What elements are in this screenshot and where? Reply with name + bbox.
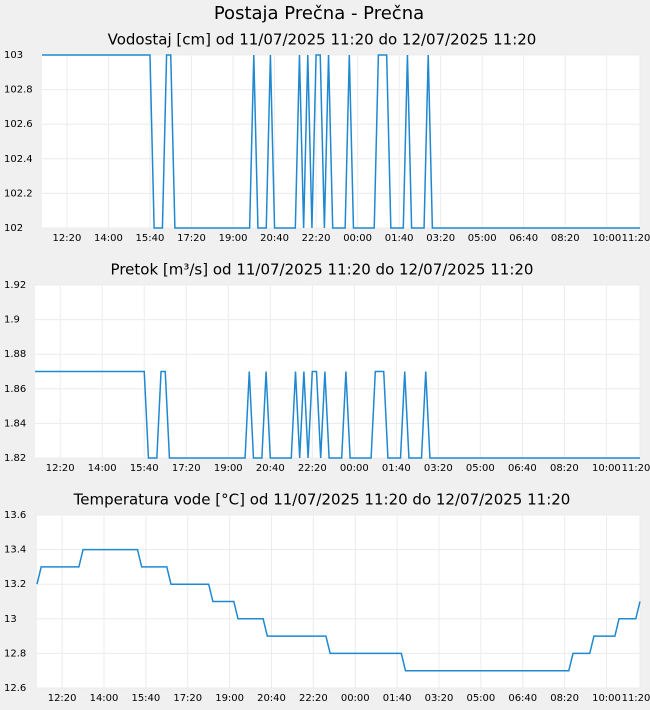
x-tick-label: 10:00 [592, 463, 621, 474]
y-tick-label: 1.86 [4, 384, 26, 395]
y-tick-label: 13.4 [4, 545, 26, 556]
y-tick-label: 1.82 [4, 453, 26, 464]
chart-title: Vodostaj [cm] od 11/07/2025 11:20 do 12/… [108, 31, 537, 49]
y-tick-label: 102.2 [4, 188, 33, 199]
x-tick-label: 10:00 [592, 233, 621, 244]
y-tick-label: 103 [4, 50, 23, 61]
x-tick-label: 14:00 [94, 233, 123, 244]
x-tick-label: 14:00 [88, 463, 117, 474]
x-tick-label: 11:20 [622, 463, 650, 474]
y-tick-label: 1.84 [4, 418, 26, 429]
x-tick-label: 12:20 [46, 463, 75, 474]
data-line [42, 54, 640, 229]
x-tick-label: 05:00 [466, 463, 495, 474]
x-tick-label: 01:40 [383, 693, 412, 704]
x-tick-label: 15:40 [130, 463, 159, 474]
y-tick-label: 13.6 [4, 510, 26, 521]
y-tick-label: 1.88 [4, 349, 26, 360]
data-line [35, 370, 640, 459]
x-tick-label: 22:20 [299, 693, 328, 704]
x-tick-label: 14:00 [90, 693, 119, 704]
x-tick-label: 17:20 [177, 233, 206, 244]
y-tick-label: 1.92 [4, 280, 26, 291]
x-tick-label: 01:40 [382, 463, 411, 474]
y-tick-label: 102 [4, 223, 23, 234]
x-tick-label: 00:00 [343, 233, 372, 244]
plot-area [37, 515, 640, 688]
x-tick-label: 10:00 [592, 693, 621, 704]
x-tick-label: 15:40 [136, 233, 165, 244]
x-tick-label: 17:20 [172, 463, 201, 474]
y-tick-label: 102.6 [4, 119, 33, 130]
x-tick-label: 20:40 [256, 463, 285, 474]
x-tick-label: 11:20 [622, 233, 650, 244]
y-tick-label: 1.9 [4, 315, 20, 326]
x-tick-label: 20:40 [257, 693, 286, 704]
y-tick-label: 102.4 [4, 154, 33, 165]
x-tick-label: 03:20 [424, 463, 453, 474]
y-tick-label: 12.6 [4, 683, 26, 694]
x-tick-label: 03:20 [426, 233, 455, 244]
x-tick-label: 08:20 [551, 233, 580, 244]
x-tick-label: 15:40 [131, 693, 160, 704]
x-tick-label: 00:00 [340, 463, 369, 474]
y-tick-label: 102.8 [4, 85, 33, 96]
y-tick-label: 13 [4, 614, 17, 625]
chart-title: Temperatura vode [°C] od 11/07/2025 11:2… [73, 491, 571, 509]
x-tick-label: 03:20 [425, 693, 454, 704]
x-tick-label: 00:00 [341, 693, 370, 704]
x-tick-label: 06:40 [509, 233, 538, 244]
x-tick-label: 06:40 [508, 693, 537, 704]
chart-title: Pretok [m³/s] od 11/07/2025 11:20 do 12/… [111, 261, 534, 279]
x-tick-label: 05:00 [466, 693, 495, 704]
plot-area [42, 55, 640, 228]
x-tick-label: 12:20 [53, 233, 82, 244]
y-tick-label: 13.2 [4, 579, 26, 590]
x-tick-label: 08:20 [550, 463, 579, 474]
x-tick-label: 19:00 [215, 693, 244, 704]
y-tick-label: 12.8 [4, 648, 26, 659]
x-tick-label: 17:20 [173, 693, 202, 704]
x-tick-label: 12:20 [48, 693, 77, 704]
x-tick-label: 08:20 [550, 693, 579, 704]
x-tick-label: 05:00 [468, 233, 497, 244]
x-tick-label: 20:40 [260, 233, 289, 244]
x-tick-label: 01:40 [385, 233, 414, 244]
x-tick-label: 19:00 [219, 233, 248, 244]
x-tick-label: 06:40 [508, 463, 537, 474]
x-tick-label: 22:20 [298, 463, 327, 474]
x-tick-label: 11:20 [622, 693, 650, 704]
page-title: Postaja Prečna - Prečna [214, 3, 424, 24]
data-line [36, 548, 641, 672]
x-tick-label: 19:00 [214, 463, 243, 474]
x-tick-label: 22:20 [302, 233, 331, 244]
